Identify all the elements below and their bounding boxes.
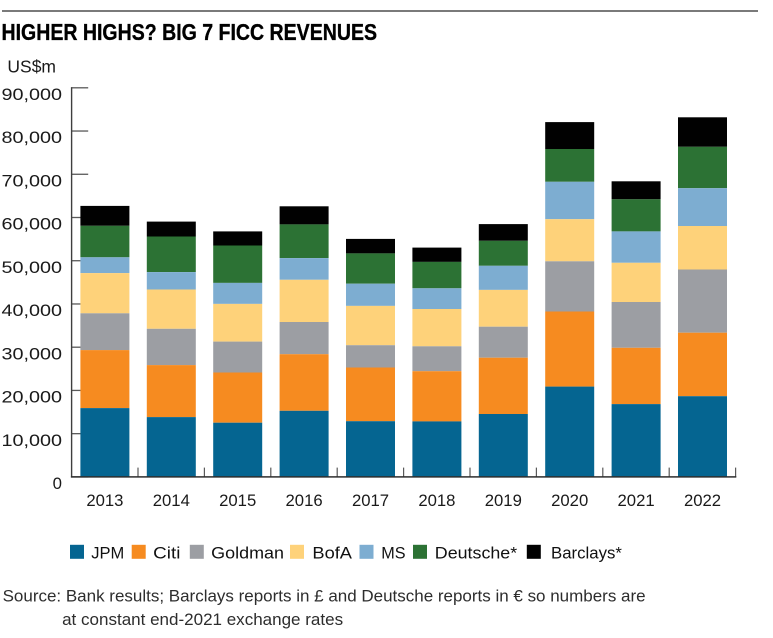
- svg-text:MS: MS: [381, 543, 405, 562]
- svg-text:Source: Bank results; Barclays: Source: Bank results; Barclays reports i…: [3, 587, 646, 606]
- svg-text:70,000: 70,000: [2, 172, 63, 191]
- svg-text:HIGHER HIGHS? BIG 7 FICC REVEN: HIGHER HIGHS? BIG 7 FICC REVENUES: [2, 19, 378, 45]
- svg-text:90,000: 90,000: [2, 85, 63, 104]
- svg-text:at constant end-2021 exchange: at constant end-2021 exchange rates: [62, 610, 343, 629]
- svg-text:60,000: 60,000: [2, 215, 63, 234]
- svg-text:10,000: 10,000: [2, 431, 63, 450]
- svg-text:2019: 2019: [485, 491, 522, 510]
- svg-text:2017: 2017: [352, 491, 389, 510]
- svg-text:50,000: 50,000: [2, 258, 63, 277]
- svg-text:Goldman: Goldman: [211, 543, 284, 562]
- svg-text:Barclays*: Barclays*: [551, 543, 622, 562]
- svg-text:Deutsche*: Deutsche*: [435, 543, 518, 562]
- svg-text:2015: 2015: [219, 491, 256, 510]
- svg-text:US$m: US$m: [7, 56, 56, 76]
- svg-text:BofA: BofA: [312, 543, 352, 562]
- svg-text:30,000: 30,000: [2, 344, 63, 363]
- svg-text:2021: 2021: [618, 491, 655, 510]
- svg-text:JPM: JPM: [91, 543, 124, 562]
- svg-text:20,000: 20,000: [2, 388, 63, 407]
- svg-text:2020: 2020: [551, 491, 588, 510]
- svg-text:2022: 2022: [684, 491, 721, 510]
- svg-text:2014: 2014: [153, 491, 190, 510]
- svg-text:2016: 2016: [286, 491, 323, 510]
- svg-text:2013: 2013: [86, 491, 123, 510]
- svg-text:Citi: Citi: [153, 543, 180, 562]
- svg-text:80,000: 80,000: [2, 128, 63, 147]
- svg-text:40,000: 40,000: [2, 301, 63, 320]
- svg-text:2018: 2018: [418, 491, 455, 510]
- svg-text:0: 0: [53, 474, 62, 493]
